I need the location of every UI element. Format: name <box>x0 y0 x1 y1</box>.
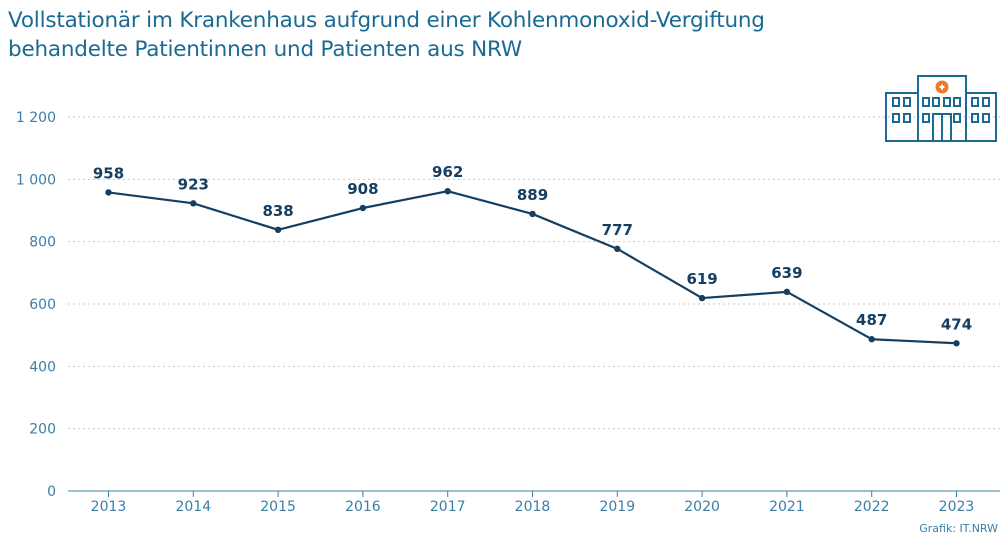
x-tick-label: 2020 <box>684 499 720 515</box>
data-point <box>868 336 875 343</box>
data-point <box>953 340 960 347</box>
data-point <box>444 187 451 195</box>
data-point <box>274 226 282 234</box>
data-label: 962 <box>432 163 463 181</box>
y-tick-label: 0 <box>47 484 56 500</box>
x-tick-label: 2022 <box>854 499 890 515</box>
data-point <box>614 245 621 253</box>
chart-title-line-1: Vollstationär im Krankenhaus aufgrund ei… <box>8 8 765 33</box>
chart-title: Vollstationär im Krankenhaus aufgrund ei… <box>8 6 765 64</box>
data-label: 923 <box>178 175 209 193</box>
chart-title-line-2: behandelte Patientinnen und Patienten au… <box>8 37 522 62</box>
y-tick-label: 400 <box>29 359 56 375</box>
y-tick-label: 600 <box>29 297 56 313</box>
data-label: 958 <box>93 164 124 182</box>
y-tick-label: 200 <box>29 422 56 438</box>
data-label: 619 <box>686 270 717 288</box>
data-point <box>529 210 536 218</box>
x-axis-tick-labels: 2013 2014 2015 2016 2017 2018 2019 2020 2021 2022… <box>91 499 975 515</box>
y-tick-label: 800 <box>29 235 56 251</box>
data-label: 777 <box>602 221 633 239</box>
data-point <box>698 294 706 302</box>
x-tick-label: 2016 <box>345 499 381 515</box>
x-tick-label: 2014 <box>175 499 211 515</box>
x-tick-label: 2013 <box>91 499 127 515</box>
data-label: 474 <box>941 315 972 333</box>
data-labels: 958 923 838 908 962 889 777 619 639 487 474 <box>93 163 972 333</box>
y-tick-label: 1 000 <box>16 172 56 188</box>
y-axis-tick-labels: 0 200 400 600 800 1 000 1 200 <box>16 110 56 500</box>
data-label: 639 <box>771 264 802 282</box>
x-tick-label: 2015 <box>260 499 296 515</box>
x-axis <box>68 490 1000 497</box>
gridlines <box>68 116 1000 430</box>
hospital-icon <box>885 75 997 142</box>
data-point <box>105 189 112 196</box>
x-tick-label: 2017 <box>430 499 466 515</box>
data-point <box>359 204 367 212</box>
data-label: 889 <box>517 186 548 204</box>
data-series <box>105 187 960 347</box>
data-point <box>190 200 197 207</box>
y-tick-label: 1 200 <box>16 110 56 126</box>
x-tick-label: 2019 <box>599 499 635 515</box>
data-label: 838 <box>262 202 293 220</box>
data-label: 487 <box>856 311 887 329</box>
data-point <box>783 288 791 296</box>
data-label: 908 <box>347 180 378 198</box>
source-credit: Grafik: IT.NRW <box>919 522 998 535</box>
x-tick-label: 2018 <box>515 499 551 515</box>
x-tick-label: 2021 <box>769 499 805 515</box>
x-tick-label: 2023 <box>939 499 975 515</box>
